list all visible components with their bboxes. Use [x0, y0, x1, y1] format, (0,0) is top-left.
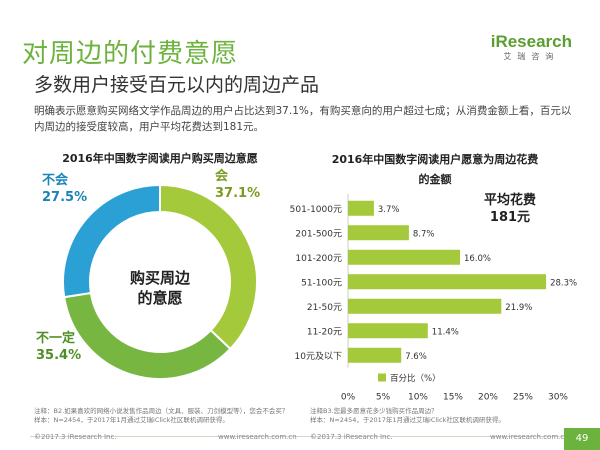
logo-subtext: 艾瑞咨询 [503, 52, 560, 61]
footer-copyright-right: ©2017.3 iResearch Inc. [310, 433, 393, 441]
donut-label-yes-value: 37.1% [215, 186, 261, 201]
average-spend-label: 平均花费 [483, 193, 536, 208]
logo-word: Research [495, 32, 572, 51]
bar-category-label: 501-1000元 [290, 205, 342, 215]
bar-category-label: 10元及以下 [295, 351, 342, 362]
average-spend-value: 181元 [489, 210, 531, 225]
x-tick-label: 25% [513, 393, 533, 403]
donut-chart-title: 2016年中国数字阅读用户购买周边意愿 [62, 152, 258, 165]
donut-label-no: 不会 27.5% [42, 172, 87, 206]
bar-chart-title-line-1: 2016年中国数字阅读用户愿意为周边花费 [331, 153, 539, 166]
page-number: 49 [564, 428, 600, 450]
note-left-sample: 样本：N=2454，于2017年1月通过艾瑞iClick社区联机调研获得。 [34, 416, 229, 424]
note-right: 注释B3.您最多愿意花多少钱购买作品周边？ 样本：N=2454，于2017年1月… [310, 407, 570, 425]
bar-category-label: 21-50元 [307, 303, 342, 313]
bar-category-label: 51-100元 [301, 278, 342, 288]
note-right-text: 注释B3.您最多愿意花多少钱购买作品周边？ [310, 407, 438, 415]
note-left-text: 注释：B2.如果喜欢的网络小说发售作品周边（文具、服装、刀剑模型等），您会不会买… [34, 407, 289, 415]
x-tick-label: 15% [443, 393, 463, 403]
donut-center-line-1: 购买周边 [129, 269, 190, 287]
x-tick-label: 0% [341, 393, 356, 403]
bar-chart-title: 2016年中国数字阅读用户愿意为周边花费 的金额 [305, 150, 565, 190]
donut-label-maybe-value: 35.4% [36, 348, 82, 363]
bar [348, 347, 402, 363]
x-tick-label: 10% [408, 393, 428, 403]
note-right-sample: 样本：N=2454，于2017年1月通过艾瑞iClick社区联机调研获得。 [310, 416, 505, 424]
footer-divider [30, 436, 570, 437]
legend-label: 百分比（%） [390, 373, 441, 384]
footer-url-right[interactable]: www.iresearch.com.cn [490, 433, 569, 441]
footer-url-left[interactable]: www.iresearch.com.cn [218, 433, 297, 441]
bar [348, 323, 428, 339]
page-subtitle: 多数用户接受百元以内的周边产品 [34, 74, 320, 96]
iresearch-logo: iResearch 艾瑞咨询 [491, 32, 572, 62]
bar-series: 501-1000元 3.7% 201-500元 8.7% 101-200元 16.0% 51… [290, 194, 577, 403]
logo-text: iResearch [491, 32, 572, 52]
logo-prefix: i [490, 32, 496, 51]
bar-category-label: 11-20元 [307, 327, 342, 337]
bar-value-label: 7.6% [405, 352, 427, 362]
bar-value-label: 3.7% [378, 205, 400, 215]
donut-label-yes-name: 会 [215, 169, 229, 184]
note-left: 注释：B2.如果喜欢的网络小说发售作品周边（文具、服装、刀剑模型等），您会不会买… [34, 407, 294, 425]
bar-category-label: 201-500元 [295, 229, 342, 239]
bar-chart-title-line-2: 的金额 [418, 173, 452, 186]
bar-value-label: 28.3% [550, 278, 577, 288]
donut-center-line-2: 的意愿 [137, 289, 183, 307]
average-spend-box: 平均花费 181元 [470, 192, 550, 226]
page-description: 明确表示愿意购买网络文学作品周边的用户占比达到37.1%，有购买意向的用户超过七… [34, 105, 572, 133]
bar [348, 225, 409, 241]
bar [348, 200, 374, 216]
donut-label-no-value: 27.5% [42, 190, 88, 205]
donut-label-no-name: 不会 [42, 173, 69, 188]
bar [348, 298, 502, 314]
bar-value-label: 16.0% [464, 254, 491, 264]
donut-slice-no [62, 183, 161, 299]
page-title: 对周边的付费意愿 [22, 39, 239, 69]
donut-label-yes: 会 37.1% [215, 168, 260, 202]
bar-value-label: 8.7% [413, 229, 435, 239]
bar [348, 249, 460, 265]
bar-category-label: 101-200元 [295, 254, 342, 264]
x-tick-label: 20% [478, 393, 498, 403]
footer-copyright-left: ©2017.3 iResearch Inc. [34, 433, 117, 441]
donut-slices [62, 183, 258, 380]
x-tick-label: 30% [548, 393, 568, 403]
x-tick-label: 5% [376, 393, 391, 403]
donut-label-maybe: 不一定 35.4% [36, 330, 81, 364]
donut-center-label: 购买周边 的意愿 [110, 268, 210, 308]
donut-label-maybe-name: 不一定 [36, 331, 76, 346]
bar-value-label: 21.9% [505, 303, 532, 313]
legend-swatch [378, 373, 386, 382]
bar [348, 274, 547, 290]
bar-value-label: 11.4% [432, 327, 459, 337]
